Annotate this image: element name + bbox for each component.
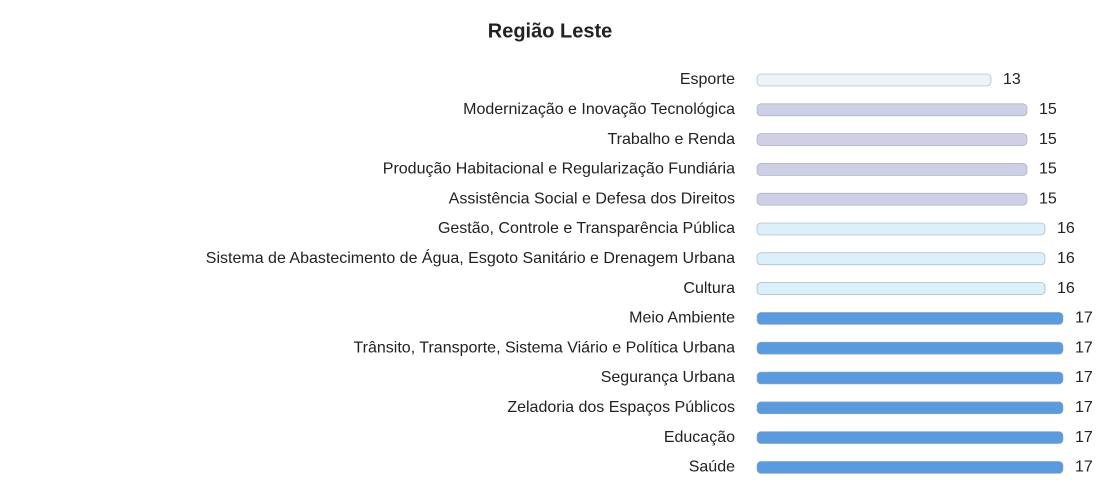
bar <box>756 461 1064 474</box>
bar <box>756 341 1064 355</box>
value-label: 17 <box>1075 399 1093 416</box>
category-label: Cultura <box>683 280 735 297</box>
value-label: 15 <box>1039 131 1057 148</box>
value-label: 17 <box>1075 310 1093 327</box>
value-label: 15 <box>1039 101 1057 118</box>
category-label: Trânsito, Transporte, Sistema Viário e P… <box>353 339 735 356</box>
chart-title: Região Leste <box>488 20 612 42</box>
bar <box>756 192 1028 206</box>
category-label: Esporte <box>680 71 735 88</box>
category-label: Sistema de Abastecimento de Água, Esgoto… <box>206 248 735 267</box>
bar <box>756 163 1028 176</box>
category-label: Zeladoria dos Espaços Públicos <box>507 399 735 416</box>
category-label: Modernização e Inovação Tecnológica <box>463 101 735 118</box>
bar <box>756 401 1064 415</box>
value-label: 15 <box>1039 161 1057 178</box>
value-label: 16 <box>1057 250 1075 267</box>
category-label: Meio Ambiente <box>629 310 735 327</box>
value-label: 17 <box>1075 429 1093 446</box>
bar <box>756 103 1028 117</box>
value-label: 15 <box>1039 190 1057 207</box>
category-label: Assistência Social e Defesa dos Direitos <box>449 190 735 207</box>
bar <box>756 73 992 87</box>
value-label: 16 <box>1057 280 1075 297</box>
value-label: 17 <box>1075 459 1093 476</box>
bar <box>756 222 1046 236</box>
bar <box>756 371 1064 385</box>
bar <box>756 431 1064 444</box>
category-label: Gestão, Controle e Transparência Pública <box>438 220 735 237</box>
value-label: 17 <box>1075 339 1093 356</box>
category-label: Produção Habitacional e Regularização Fu… <box>383 161 735 178</box>
value-label: 13 <box>1003 71 1021 88</box>
category-label: Trabalho e Renda <box>608 131 736 148</box>
category-label: Segurança Urbana <box>601 369 735 386</box>
bar <box>756 282 1046 295</box>
bar <box>756 133 1028 146</box>
category-label: Educação <box>664 429 735 446</box>
value-label: 17 <box>1075 369 1093 386</box>
value-label: 16 <box>1057 220 1075 237</box>
bar <box>756 252 1046 266</box>
bar <box>756 312 1064 325</box>
category-label: Saúde <box>689 459 735 476</box>
